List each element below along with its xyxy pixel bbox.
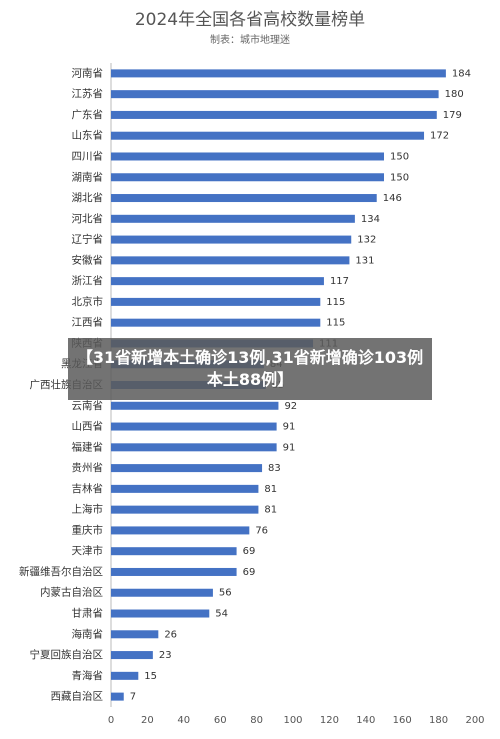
y-tick-label: 云南省: [72, 399, 104, 412]
data-label: 26: [164, 629, 177, 640]
bar: [111, 692, 124, 701]
y-tick-label: 江苏省: [72, 87, 104, 100]
data-label: 180: [445, 89, 464, 100]
data-label: 23: [159, 650, 172, 661]
x-tick-label: 40: [177, 715, 190, 726]
bar: [111, 547, 237, 556]
data-label: 83: [268, 463, 281, 474]
data-label: 172: [430, 131, 449, 142]
y-tick-label: 吉林省: [72, 482, 104, 495]
bar: [111, 256, 350, 265]
data-label: 54: [215, 609, 228, 620]
x-tick-label: 0: [108, 715, 114, 726]
y-tick-label: 北京市: [72, 295, 104, 308]
y-tick-label: 广东省: [72, 108, 104, 121]
data-label: 117: [330, 276, 349, 287]
bar: [111, 131, 425, 140]
bar: [111, 505, 259, 514]
data-label: 91: [283, 442, 296, 453]
y-tick-label: 江西省: [72, 316, 104, 329]
x-tick-label: 140: [356, 715, 375, 726]
data-label: 150: [390, 151, 409, 162]
y-tick-label: 重庆市: [72, 523, 104, 536]
x-tick-label: 80: [250, 715, 263, 726]
data-label: 69: [243, 567, 256, 578]
bar: [111, 214, 355, 223]
data-label: 81: [264, 484, 277, 495]
data-label: 7: [130, 692, 136, 703]
y-tick-label: 河北省: [72, 212, 104, 225]
bar: [111, 69, 446, 78]
data-label: 115: [326, 318, 345, 329]
bar: [111, 90, 439, 99]
data-label: 76: [255, 525, 268, 536]
bar: [111, 651, 153, 660]
data-label: 115: [326, 297, 345, 308]
x-tick-label: 20: [141, 715, 154, 726]
y-tick-label: 湖北省: [72, 191, 104, 204]
y-tick-label: 浙江省: [72, 274, 104, 287]
y-tick-label: 河南省: [72, 66, 104, 79]
y-tick-label: 甘肃省: [72, 607, 104, 620]
bar: [111, 484, 259, 493]
y-tick-label: 西藏自治区: [51, 690, 104, 703]
y-tick-label: 新疆维吾尔自治区: [19, 565, 103, 578]
data-label: 131: [355, 255, 374, 266]
y-tick-label: 贵州省: [72, 461, 104, 474]
x-tick-label: 160: [393, 715, 412, 726]
data-label: 184: [452, 68, 471, 79]
data-label: 132: [357, 235, 376, 246]
x-tick-label: 120: [320, 715, 339, 726]
data-label: 146: [383, 193, 402, 204]
y-tick-label: 上海市: [72, 503, 104, 516]
data-label: 69: [243, 546, 256, 557]
y-tick-label: 辽宁省: [72, 233, 104, 246]
y-tick-label: 四川省: [72, 149, 104, 162]
y-tick-label: 湖南省: [72, 170, 104, 183]
chart-subtitle: 制表：城市地理迷: [210, 33, 290, 46]
bar: [111, 277, 324, 286]
x-tick-label: 100: [283, 715, 302, 726]
y-tick-label: 安徽省: [72, 253, 104, 266]
y-tick-label: 内蒙古自治区: [40, 586, 103, 599]
bar: [111, 318, 321, 327]
x-tick-label: 200: [465, 715, 484, 726]
bar: [111, 152, 384, 161]
bar: [111, 173, 384, 182]
y-tick-label: 山西省: [72, 420, 104, 433]
data-label: 91: [283, 422, 296, 433]
y-tick-label: 宁夏回族自治区: [30, 648, 104, 661]
data-label: 15: [144, 671, 157, 682]
data-label: 92: [284, 401, 297, 412]
bar: [111, 235, 352, 244]
data-label: 56: [219, 588, 232, 599]
overlay-caption: 【31省新增本土确诊13例,31省新增确诊103例本土88例】: [68, 338, 432, 400]
x-tick-label: 60: [214, 715, 227, 726]
bar: [111, 297, 321, 306]
bar: [111, 609, 210, 618]
y-tick-label: 福建省: [72, 440, 104, 453]
bar: [111, 110, 437, 119]
bar: [111, 464, 263, 473]
bar: [111, 526, 250, 535]
bar: [111, 401, 279, 410]
data-label: 134: [361, 214, 380, 225]
bar: [111, 443, 277, 452]
bar: [111, 588, 213, 597]
data-label: 150: [390, 172, 409, 183]
x-tick-label: 180: [429, 715, 448, 726]
chart-title: 2024年全国各省高校数量榜单: [135, 10, 365, 30]
data-label: 81: [264, 505, 277, 516]
y-tick-label: 海南省: [72, 627, 104, 640]
bar: [111, 567, 237, 576]
bar: [111, 422, 277, 431]
bar: [111, 630, 159, 639]
y-tick-label: 天津市: [72, 544, 104, 557]
y-tick-label: 山东省: [72, 129, 104, 142]
data-label: 179: [443, 110, 462, 121]
bar: [111, 194, 377, 203]
y-tick-label: 青海省: [72, 669, 104, 682]
bar: [111, 671, 139, 680]
